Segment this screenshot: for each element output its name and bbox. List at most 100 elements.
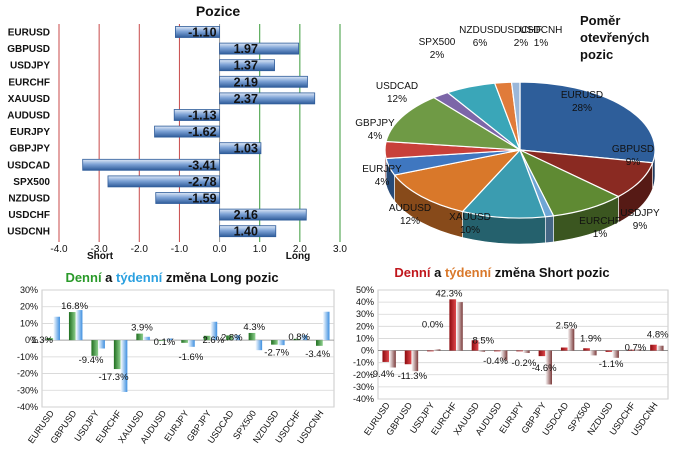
row-label-gbpusd: GBPUSD xyxy=(7,44,50,55)
pie-label-eurjpy: EURJPY xyxy=(362,164,402,175)
positions-title: Pozice xyxy=(196,3,241,19)
plot-frame xyxy=(41,289,335,408)
value-label-eurusd: -9.4% xyxy=(370,369,395,380)
pie-side-eurchf xyxy=(544,215,554,244)
value-label-usdchf: 0.7% xyxy=(625,343,647,354)
pie-label-usdjpy: USDJPY xyxy=(620,208,660,219)
value-label-nzdusd: -1.1% xyxy=(599,359,624,370)
value-label-eurusd: -1.10 xyxy=(188,26,217,40)
pie-pct-eurchf: 1% xyxy=(593,229,608,240)
row-label-xauusd: XAUUSD xyxy=(8,94,50,105)
bar-denn--usdcad xyxy=(560,347,568,351)
pie-pct-spx500: 2% xyxy=(430,50,445,61)
bar-t-denn--eurchf xyxy=(120,340,128,392)
bar-t-denn--gbpusd xyxy=(411,350,419,372)
value-label-audusd: -0.4% xyxy=(483,356,508,367)
short-plot-area: 50%40%30%20%10%0%-10%-20%-30%-40%EURUSD-… xyxy=(353,285,669,438)
bar-t-denn--usdcad xyxy=(232,335,240,341)
row-label-usdcnh: USDCNH xyxy=(7,227,50,238)
bar-usdjpy xyxy=(219,59,275,72)
value-label-usdcnh: 4.8% xyxy=(647,330,669,341)
value-label-xauusd: 8.5% xyxy=(472,335,494,346)
bar-t-denn--xauusd xyxy=(478,350,486,352)
y-tick-0-: 0% xyxy=(361,346,374,356)
bar-denn--audusd xyxy=(494,350,501,352)
bar-denn--gbpjpy xyxy=(538,350,546,357)
bar-t-denn--audusd xyxy=(500,350,508,361)
x-tick-2-0: 2.0 xyxy=(293,244,307,255)
bar-t-denn--gbpjpy xyxy=(545,350,552,385)
bar-nzdusd xyxy=(155,192,220,204)
x-tick-3-0: 3.0 xyxy=(333,244,347,255)
value-label-eurjpy: -1.6% xyxy=(178,352,203,363)
pie-label-eurchf: EURCHF xyxy=(579,216,621,227)
bar-spx500 xyxy=(107,175,220,188)
short-change-chart: Denní a týdenní změna Short pozic 50% 40%… xyxy=(353,265,669,438)
x-tick--1-0: -1.0 xyxy=(171,244,189,255)
bar-denn--audusd xyxy=(158,339,166,341)
bar-denn--usdjpy xyxy=(91,340,99,356)
bar-gbpusd xyxy=(219,42,300,55)
row-label-eurjpy: EURJPY xyxy=(10,127,50,138)
positions-row-labels: EURUSD GBPUSD USDJPY EURCHF XAUUSD AUDUSD EURJ… xyxy=(7,28,50,238)
bar-denn--eurjpy xyxy=(516,350,523,352)
pie-pct-gbpusd: 9% xyxy=(626,157,641,168)
bar-gbpjpy xyxy=(219,142,262,155)
value-label-gbpusd: 1.97 xyxy=(234,42,258,56)
y-tick--20-: -20% xyxy=(17,369,38,379)
pie-label-audusd: AUDUSD xyxy=(389,203,431,214)
pie-pct-gbpjpy: 4% xyxy=(368,131,383,142)
x-tick-1-0: 1.0 xyxy=(253,244,267,255)
value-label-gbpjpy: 2.6% xyxy=(203,335,225,346)
bar-t-denn--eurjpy xyxy=(188,340,195,347)
value-label-xauusd: 3.9% xyxy=(131,323,153,334)
value-label-usdjpy: -9.4% xyxy=(79,355,104,366)
pie-slice-xauusd xyxy=(461,148,547,219)
value-label-usdcad: -3.41 xyxy=(188,158,217,172)
pie-chart: Poměr otevřených pozic EURUSD 28% GBPUSD 9%… xyxy=(355,13,660,245)
row-label-usdcad: USDCAD xyxy=(7,160,50,171)
short-chart-title: Denní a týdenní změna Short pozic xyxy=(394,265,609,280)
pie-pct-audusd: 12% xyxy=(400,216,420,227)
pie-pct-usdcad: 12% xyxy=(387,94,407,105)
pie-slice-usdcad xyxy=(385,96,521,151)
bar-denn--usdcad xyxy=(226,335,233,341)
bar-t-denn--spx500 xyxy=(589,350,597,356)
pie-title-line-3: pozic xyxy=(580,47,613,62)
value-label-eurchf: 42.3% xyxy=(435,288,462,299)
y-tick--20-: -20% xyxy=(353,370,374,380)
value-label-usdchf: 2.16 xyxy=(234,208,258,222)
bar-denn--gbpusd xyxy=(68,312,76,341)
bar-denn--eurjpy xyxy=(181,340,188,343)
value-label-eurchf: -17.3% xyxy=(98,372,129,383)
x-tick--2-0: -2.0 xyxy=(131,244,149,255)
pie-label-usdchf: USDCHF xyxy=(500,25,542,36)
value-label-spx500: 4.3% xyxy=(243,322,265,333)
bar-t-denn--nzdusd xyxy=(277,340,285,346)
short-label: Short xyxy=(87,251,114,262)
bar-t-denn--usdchf xyxy=(634,349,642,351)
value-label-xauusd: 2.37 xyxy=(234,92,258,106)
bar-t-denn--gbpjpy xyxy=(210,321,218,341)
y-tick-0-: 0% xyxy=(25,335,38,345)
y-tick--30-: -30% xyxy=(353,382,374,392)
bar-usdcnh xyxy=(219,225,277,238)
bar-usdcad xyxy=(82,158,220,171)
long-title-weekly: týdenní xyxy=(116,270,163,285)
row-label-eurchf: EURCHF xyxy=(8,77,50,88)
pie-pct-usdcnh: 1% xyxy=(534,38,549,49)
pie-label-eurusd: EURUSD xyxy=(561,90,603,101)
positions-x-axis: -4.0 -3.0 -2.0 -1.0 0.0 1.0 2.0 3.0 xyxy=(50,244,347,255)
bar-denn--usdcnh xyxy=(650,344,657,351)
bar-usdchf xyxy=(219,208,307,221)
pie-slice-eurusd xyxy=(519,81,656,164)
pie-label-usdcad: USDCAD xyxy=(376,81,418,92)
bar-denn--eurchf xyxy=(449,299,457,351)
pie-title-line-2: otevřených xyxy=(580,30,649,45)
pie-pct-usdchf: 2% xyxy=(514,38,529,49)
pie-label-gbpusd: GBPUSD xyxy=(612,144,654,155)
value-label-usdjpy: 0.0% xyxy=(422,320,444,331)
plot-frame xyxy=(377,289,669,400)
row-label-usdchf: USDCHF xyxy=(8,210,50,221)
bar-eurusd xyxy=(175,26,220,38)
